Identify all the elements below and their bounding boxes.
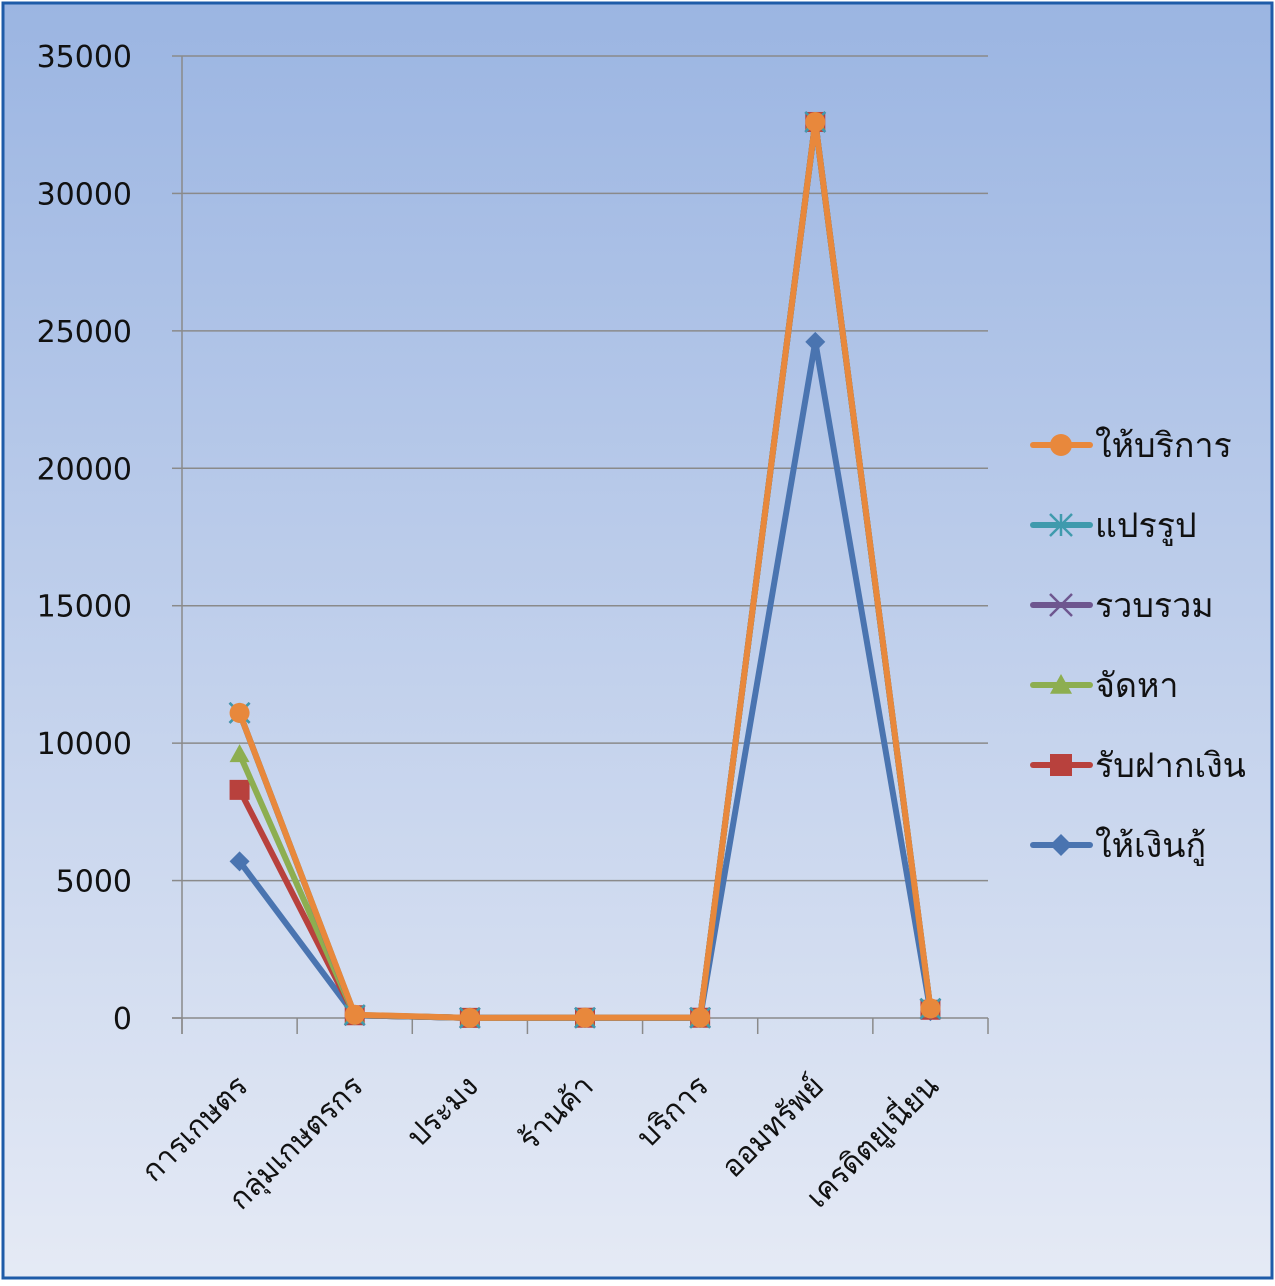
data-point xyxy=(229,779,250,800)
legend-label: รับฝากเงิน xyxy=(1095,746,1246,786)
legend: ให้บริการแปรรูปรวบรวมจัดหารับฝากเงินให้เ… xyxy=(1030,426,1246,866)
legend-item: แปรรูป xyxy=(1030,506,1197,546)
y-tick-label: 5000 xyxy=(56,865,132,900)
legend-item: รวบรวม xyxy=(1030,586,1214,626)
data-point xyxy=(344,1004,365,1025)
data-point xyxy=(1050,834,1072,856)
legend-label: จัดหา xyxy=(1095,666,1179,706)
data-point xyxy=(1050,754,1072,776)
data-point xyxy=(805,111,826,132)
data-point xyxy=(575,1007,595,1028)
y-tick-label: 20000 xyxy=(37,452,132,487)
data-point xyxy=(690,1007,711,1028)
data-point xyxy=(459,1007,480,1028)
data-point xyxy=(229,702,250,723)
legend-label: แปรรูป xyxy=(1095,506,1197,546)
legend-item: ให้เงินกู้ xyxy=(1030,826,1206,866)
legend-item: ให้บริการ xyxy=(1030,426,1232,466)
y-tick-label: 35000 xyxy=(37,40,132,75)
legend-label: รวบรวม xyxy=(1095,586,1214,626)
data-point xyxy=(920,998,941,1019)
data-point xyxy=(1049,593,1073,617)
legend-item: จัดหา xyxy=(1030,666,1179,706)
y-tick-label: 0 xyxy=(113,1002,132,1037)
y-tick-label: 30000 xyxy=(37,177,132,212)
series-lines xyxy=(228,111,942,1029)
y-tick-label: 10000 xyxy=(37,727,132,762)
data-point xyxy=(229,744,250,763)
gridlines xyxy=(182,55,988,882)
data-point xyxy=(1050,434,1072,456)
legend-label: ให้เงินกู้ xyxy=(1095,826,1206,866)
y-tick-label: 25000 xyxy=(37,315,132,350)
data-point xyxy=(1050,674,1072,694)
data-point xyxy=(1049,513,1073,537)
legend-label: ให้บริการ xyxy=(1095,426,1232,466)
data-point xyxy=(805,331,826,352)
legend-item: รับฝากเงิน xyxy=(1030,746,1246,786)
series-5 xyxy=(229,111,941,1028)
y-tick-label: 15000 xyxy=(37,590,132,625)
data-point xyxy=(229,851,250,872)
